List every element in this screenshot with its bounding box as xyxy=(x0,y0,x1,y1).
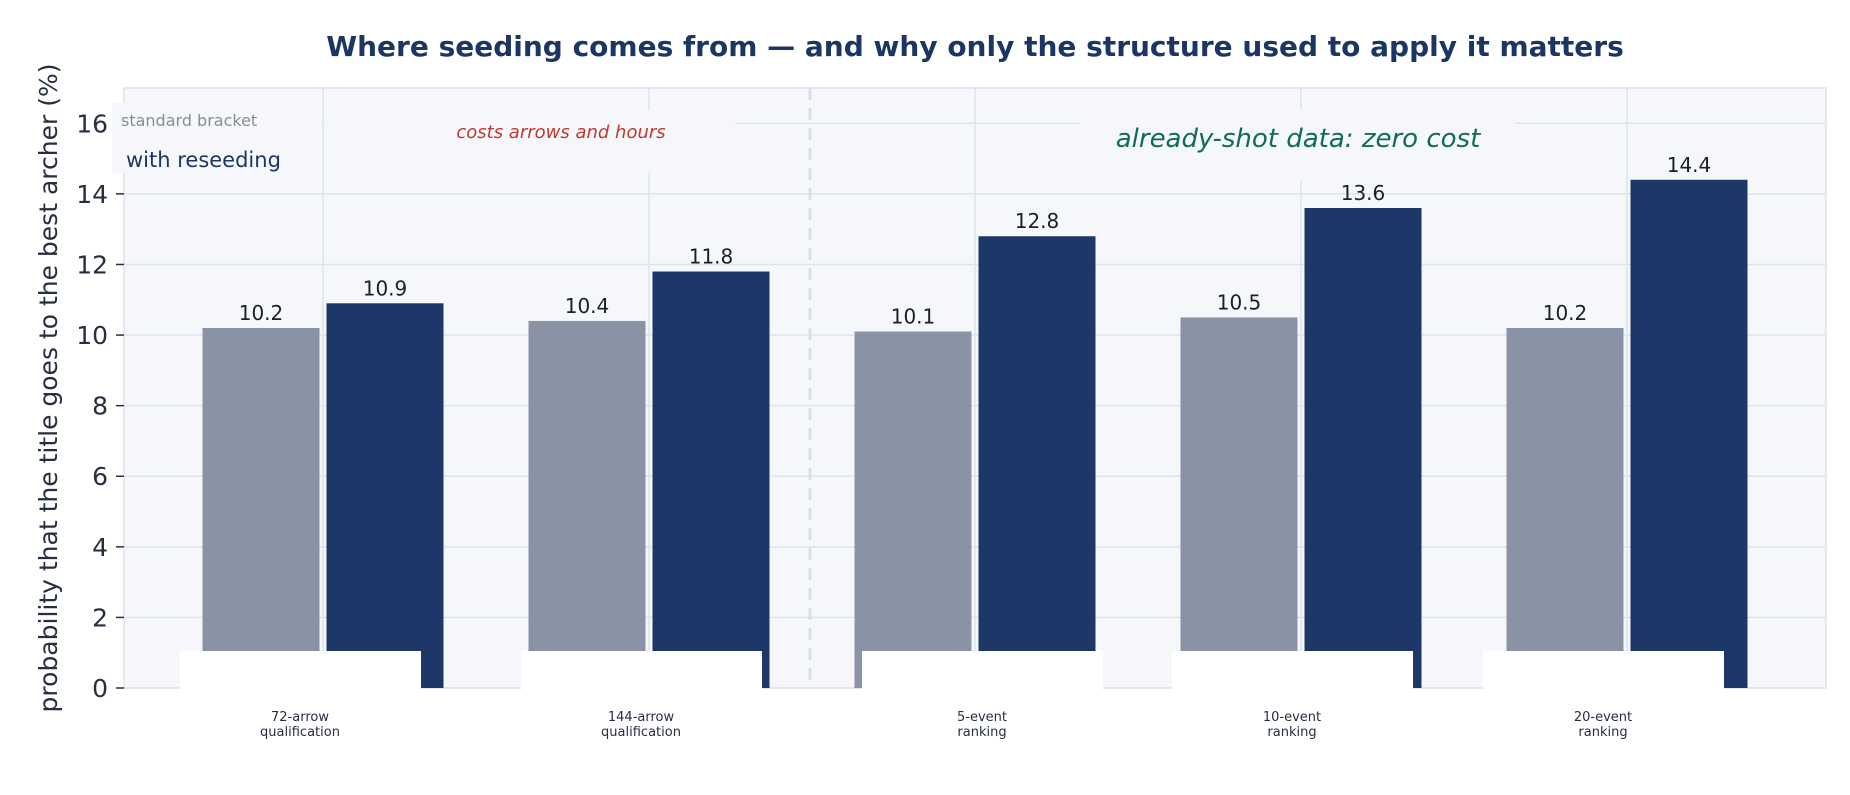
y-tick-label: 4 xyxy=(92,533,108,562)
bar xyxy=(528,320,646,688)
bar xyxy=(326,303,444,688)
bar xyxy=(1304,208,1422,688)
y-tick-label: 2 xyxy=(92,603,108,632)
x-tick-label: 20-event ranking xyxy=(1574,710,1632,740)
bar-value-label: 12.8 xyxy=(1015,209,1060,233)
bar xyxy=(1506,328,1624,688)
bars-group xyxy=(202,179,1748,688)
bar-value-label: 10.2 xyxy=(239,301,284,325)
label-box-1 xyxy=(521,651,762,691)
annotation-bg-right xyxy=(1080,110,1515,180)
bar xyxy=(1180,317,1298,688)
y-tick-label: 16 xyxy=(76,109,108,138)
label-box-2 xyxy=(862,651,1103,691)
y-tick-label: 14 xyxy=(76,180,108,209)
x-tick-label: 5-event ranking xyxy=(957,710,1007,740)
y-tick-label: 10 xyxy=(76,321,108,350)
x-tick-label: 144-arrow qualification xyxy=(601,710,681,740)
bar-value-label: 10.2 xyxy=(1543,301,1588,325)
legend-box xyxy=(112,103,322,173)
bar-value-label: 10.9 xyxy=(363,276,408,300)
label-box-0 xyxy=(180,651,421,691)
bar xyxy=(854,331,972,688)
x-ticks-group: 72-arrow qualification 144-arrow qualificat… xyxy=(260,710,1632,740)
bar xyxy=(202,328,320,688)
annotation-zero-cost: already-shot data: zero cost xyxy=(1116,124,1481,154)
y-tick-label: 6 xyxy=(92,462,108,491)
value-labels-group: 10.2 10.9 10.4 11.8 10.1 12.8 10.5 13.6 10.2 14.4 xyxy=(239,153,1712,329)
y-ticks-group: 0 2 4 6 8 10 12 14 16 xyxy=(76,109,124,703)
bar-value-label: 10.1 xyxy=(891,305,936,329)
label-box-3 xyxy=(1172,651,1413,691)
bar-value-label: 10.5 xyxy=(1217,290,1262,314)
bar xyxy=(652,271,770,688)
label-box-4 xyxy=(1483,651,1724,691)
annotation-cost: costs arrows and hours xyxy=(456,122,665,143)
bar xyxy=(1630,179,1748,688)
x-tick-label: 72-arrow qualification xyxy=(260,710,340,740)
bar-value-label: 14.4 xyxy=(1667,153,1712,177)
y-tick-label: 12 xyxy=(76,250,108,279)
y-tick-label: 0 xyxy=(92,674,108,703)
annotation-bg-left xyxy=(325,110,735,172)
legend-entry-reseeding: with reseeding xyxy=(126,148,281,172)
bar-value-label: 13.6 xyxy=(1341,181,1386,205)
y-axis-label: probability that the title goes to the b… xyxy=(34,64,63,713)
x-tick-label: 10-event ranking xyxy=(1263,710,1321,740)
bar xyxy=(978,236,1096,688)
y-tick-label: 8 xyxy=(92,392,108,421)
chart-title: Where seeding comes from — and why only … xyxy=(326,30,1624,63)
legend-entry-standard: standard bracket xyxy=(121,111,257,130)
bar-value-label: 10.4 xyxy=(565,294,610,318)
bar-value-label: 11.8 xyxy=(689,245,734,269)
